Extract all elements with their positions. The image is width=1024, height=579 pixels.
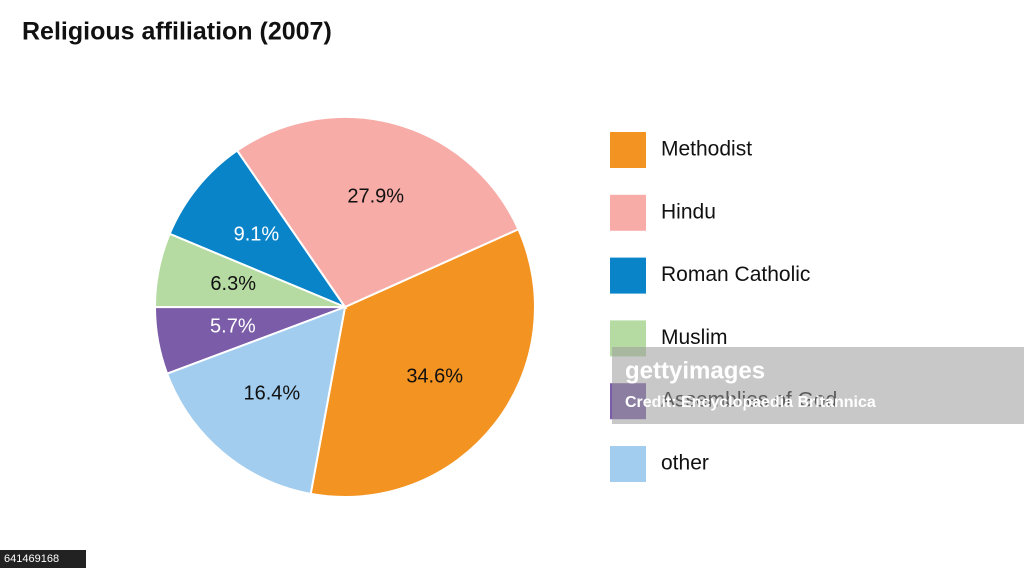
legend-swatch [610, 132, 646, 168]
slice-label: 6.3% [210, 273, 256, 295]
watermark-brand: gettyimages [625, 357, 765, 384]
legend-swatch [610, 257, 646, 294]
legend-swatch [610, 194, 646, 231]
pie-slice [168, 149, 348, 310]
legend-label: Methodist [661, 138, 752, 161]
pie-slice [235, 116, 520, 309]
legend-label: Roman Catholic [661, 263, 810, 286]
watermark: gettyimages Credit: Encyclopaedia Britan… [612, 347, 1024, 424]
pie-slice [309, 227, 536, 499]
pie-slice [165, 305, 347, 496]
legend-label: Hindu [661, 200, 716, 223]
slice-label: 9.1% [234, 224, 280, 246]
watermark-band [612, 347, 1024, 424]
image-id-box [0, 550, 86, 568]
chart-title: Religious affiliation (2007) [22, 18, 332, 46]
watermark-credit: Credit: Encyclopaedia Britannica [625, 394, 876, 411]
pie: 34.6% 27.9% 9.1% 6.3% 5.7% 16.4% [153, 116, 536, 499]
slice-label: 27.9% [347, 185, 404, 207]
slice-label: 5.7% [210, 316, 256, 338]
slice-label: 34.6% [406, 366, 463, 388]
legend-label: Muslim [661, 326, 728, 349]
legend-label: other [661, 452, 709, 475]
slice-label: 16.4% [243, 383, 300, 405]
image-id: 641469168 [4, 553, 59, 565]
legend-swatch [610, 446, 646, 482]
